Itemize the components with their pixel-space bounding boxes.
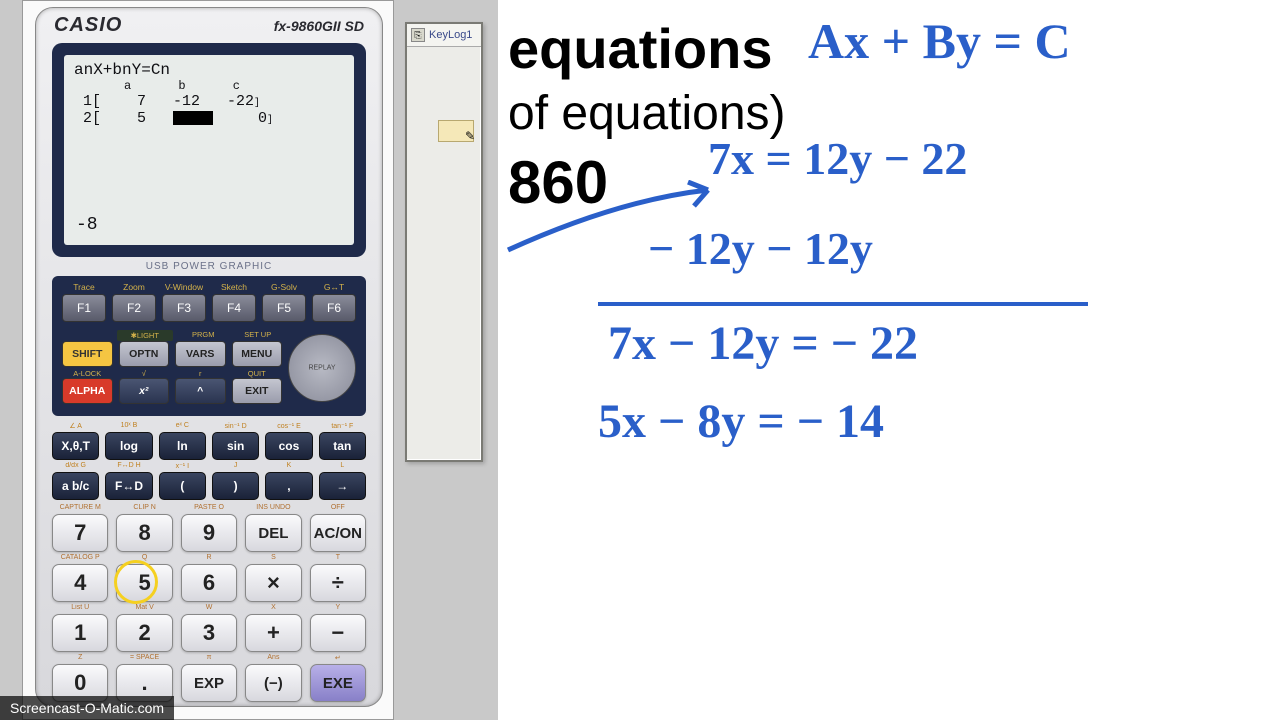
key-6[interactable]: 6 — [181, 564, 237, 602]
key-minus[interactable]: − — [310, 614, 366, 652]
usb-label: USB POWER GRAPHIC — [36, 261, 382, 272]
key-neg[interactable]: (−) — [245, 664, 301, 702]
calculator-window: CASIO fx-9860GII SD anX+bnY=Cn a b c 1[ … — [22, 0, 394, 720]
ln-button[interactable]: ln — [159, 432, 206, 460]
menu-button[interactable]: MENU — [232, 341, 283, 367]
key-multiply[interactable]: × — [245, 564, 301, 602]
screen-col-headers: a b c — [74, 79, 344, 93]
f3-button[interactable]: F3 — [162, 294, 206, 322]
key-3[interactable]: 3 — [181, 614, 237, 652]
f6-button[interactable]: F6 — [312, 294, 356, 322]
keylog-title-text: KeyLog1 — [429, 29, 472, 41]
numeric-keypad: CAPTURE MCLIP NPASTE O INS UNDOOFF 7 8 9… — [52, 504, 366, 702]
keylog-icon: ⎘ — [411, 28, 425, 42]
screen-result: -8 — [76, 215, 98, 235]
key-divide[interactable]: ÷ — [310, 564, 366, 602]
screen-bezel: anX+bnY=Cn a b c 1[ 7 -12 -22] 2[ 5 0 0]… — [52, 43, 366, 257]
key-8[interactable]: 8 — [116, 514, 172, 552]
exit-button[interactable]: EXIT — [232, 378, 283, 404]
cos-button[interactable]: cos — [265, 432, 312, 460]
caret-button[interactable]: ^ — [175, 378, 226, 404]
screen-row-2: 2[ 5 0 0] — [74, 110, 344, 127]
brand-row: CASIO fx-9860GII SD — [36, 8, 382, 37]
model-label: fx-9860GII SD — [274, 14, 364, 37]
dpad[interactable]: REPLAY — [288, 334, 356, 402]
shift-button[interactable]: SHIFT — [62, 341, 113, 367]
screen-row-1: 1[ 7 -12 -22] — [74, 93, 344, 110]
typed-title-1: equations — [508, 16, 772, 81]
tan-button[interactable]: tan — [319, 432, 366, 460]
watermark: Screencast-O-Matic.com — [0, 696, 174, 720]
key-ac[interactable]: AC/ON — [310, 514, 366, 552]
whiteboard: equations of equations) 860 Ax + By = C … — [498, 0, 1280, 720]
x2-button[interactable]: x² — [119, 378, 170, 404]
fkey-labels: Trace Zoom V-Window Sketch G-Solv G↔T — [62, 282, 356, 292]
handwriting-eq4: 5x − 8y = − 14 — [598, 394, 884, 449]
brand-logo: CASIO — [54, 14, 122, 37]
key-del[interactable]: DEL — [245, 514, 301, 552]
comma-button[interactable]: , — [265, 472, 312, 500]
keylog-window[interactable]: ⎘ KeyLog1 — [405, 22, 483, 462]
log-button[interactable]: log — [105, 432, 152, 460]
arrow-annotation — [498, 180, 728, 270]
key-exe[interactable]: EXE — [310, 664, 366, 702]
f1-button[interactable]: F1 — [62, 294, 106, 322]
f4-button[interactable]: F4 — [212, 294, 256, 322]
underline-annotation — [598, 296, 1088, 316]
dpad-label: REPLAY — [308, 365, 335, 372]
handwriting-eq1: 7x = 12y − 22 — [708, 132, 967, 185]
keylog-titlebar: ⎘ KeyLog1 — [407, 24, 481, 47]
handwriting-formula: Ax + By = C — [808, 12, 1071, 70]
handwriting-eq3: 7x − 12y = − 22 — [608, 316, 918, 371]
key-7[interactable]: 7 — [52, 514, 108, 552]
f2-button[interactable]: F2 — [112, 294, 156, 322]
function-key-panel: Trace Zoom V-Window Sketch G-Solv G↔T F1… — [52, 276, 366, 416]
function-buttons: ∠ A10ˣ Beˣ C sin⁻¹ Dcos⁻¹ Etan⁻¹ F X,θ,T… — [52, 422, 366, 500]
vars-button[interactable]: VARS — [175, 341, 226, 367]
key-plus[interactable]: + — [245, 614, 301, 652]
arrow-button[interactable]: → — [319, 472, 366, 500]
abc-button[interactable]: a b/c — [52, 472, 99, 500]
screen-equation: anX+bnY=Cn — [74, 61, 344, 79]
key-exp[interactable]: EXP — [181, 664, 237, 702]
fd-button[interactable]: F↔D — [105, 472, 152, 500]
calculator-body: CASIO fx-9860GII SD anX+bnY=Cn a b c 1[ … — [35, 7, 383, 707]
key-1[interactable]: 1 — [52, 614, 108, 652]
optn-button[interactable]: OPTN — [119, 341, 170, 367]
light-indicator: ✱LIGHT — [117, 330, 174, 341]
sin-button[interactable]: sin — [212, 432, 259, 460]
key-5-highlight — [114, 560, 158, 604]
cursor-cell: 0 — [173, 111, 213, 125]
rparen-button[interactable]: ) — [212, 472, 259, 500]
xthetat-button[interactable]: X,θ,T — [52, 432, 99, 460]
sticky-note-icon[interactable] — [438, 120, 474, 142]
key-4[interactable]: 4 — [52, 564, 108, 602]
key-9[interactable]: 9 — [181, 514, 237, 552]
lparen-button[interactable]: ( — [159, 472, 206, 500]
alpha-button[interactable]: ALPHA — [62, 378, 113, 404]
lcd-screen: anX+bnY=Cn a b c 1[ 7 -12 -22] 2[ 5 0 0]… — [64, 55, 354, 245]
key-2[interactable]: 2 — [116, 614, 172, 652]
f5-button[interactable]: F5 — [262, 294, 306, 322]
